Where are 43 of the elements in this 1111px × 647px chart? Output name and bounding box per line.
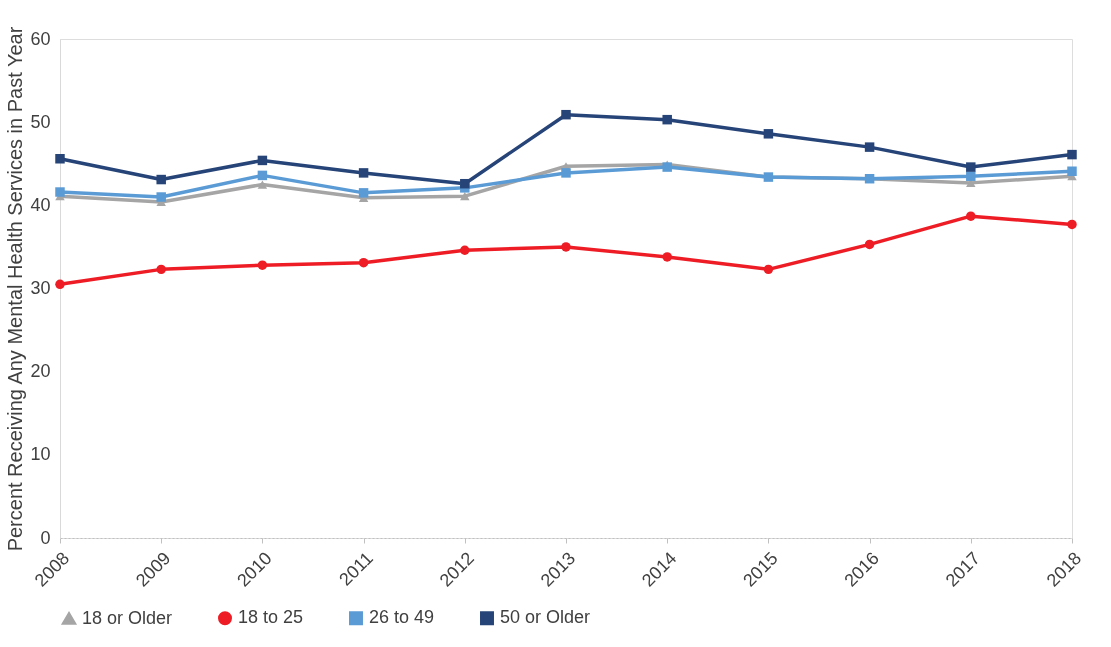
point	[763, 129, 774, 139]
point	[1067, 219, 1077, 230]
point	[864, 142, 875, 152]
point	[561, 168, 571, 178]
y-tick-label: 30	[30, 278, 51, 298]
point	[156, 174, 166, 185]
point	[561, 242, 571, 252]
point	[1067, 149, 1077, 160]
point	[358, 168, 369, 178]
point	[460, 178, 470, 189]
point	[460, 192, 470, 201]
y-tick-label: 50	[30, 111, 51, 132]
point	[55, 279, 65, 290]
y-tick-label: 60	[30, 28, 51, 49]
point	[358, 188, 369, 198]
y-tick-label: 0	[40, 527, 51, 548]
point	[763, 264, 774, 275]
legend-label: 18 to 25	[238, 607, 304, 628]
point	[257, 170, 268, 181]
point	[662, 114, 672, 125]
point	[55, 154, 65, 164]
point	[257, 260, 268, 270]
point	[257, 155, 268, 166]
point	[966, 171, 976, 181]
point	[156, 264, 166, 275]
point	[966, 162, 976, 172]
point	[561, 109, 571, 120]
point	[864, 239, 875, 250]
legend-label: 50 or Older	[500, 607, 591, 628]
point	[966, 211, 976, 221]
y-axis-title: Percent Receiving Any Mental Health Services in Past Year	[4, 26, 27, 552]
point	[662, 252, 672, 262]
point	[156, 192, 166, 202]
point	[257, 180, 268, 189]
point	[460, 245, 470, 255]
y-tick-label: 20	[30, 361, 51, 382]
point	[1067, 166, 1077, 176]
point	[55, 187, 65, 197]
legend-label: 18 or Older	[82, 607, 173, 628]
legend-label: 26 to 49	[369, 607, 435, 628]
y-tick-label: 10	[30, 444, 51, 465]
point	[358, 257, 369, 268]
y-tick-label: 40	[30, 194, 51, 215]
